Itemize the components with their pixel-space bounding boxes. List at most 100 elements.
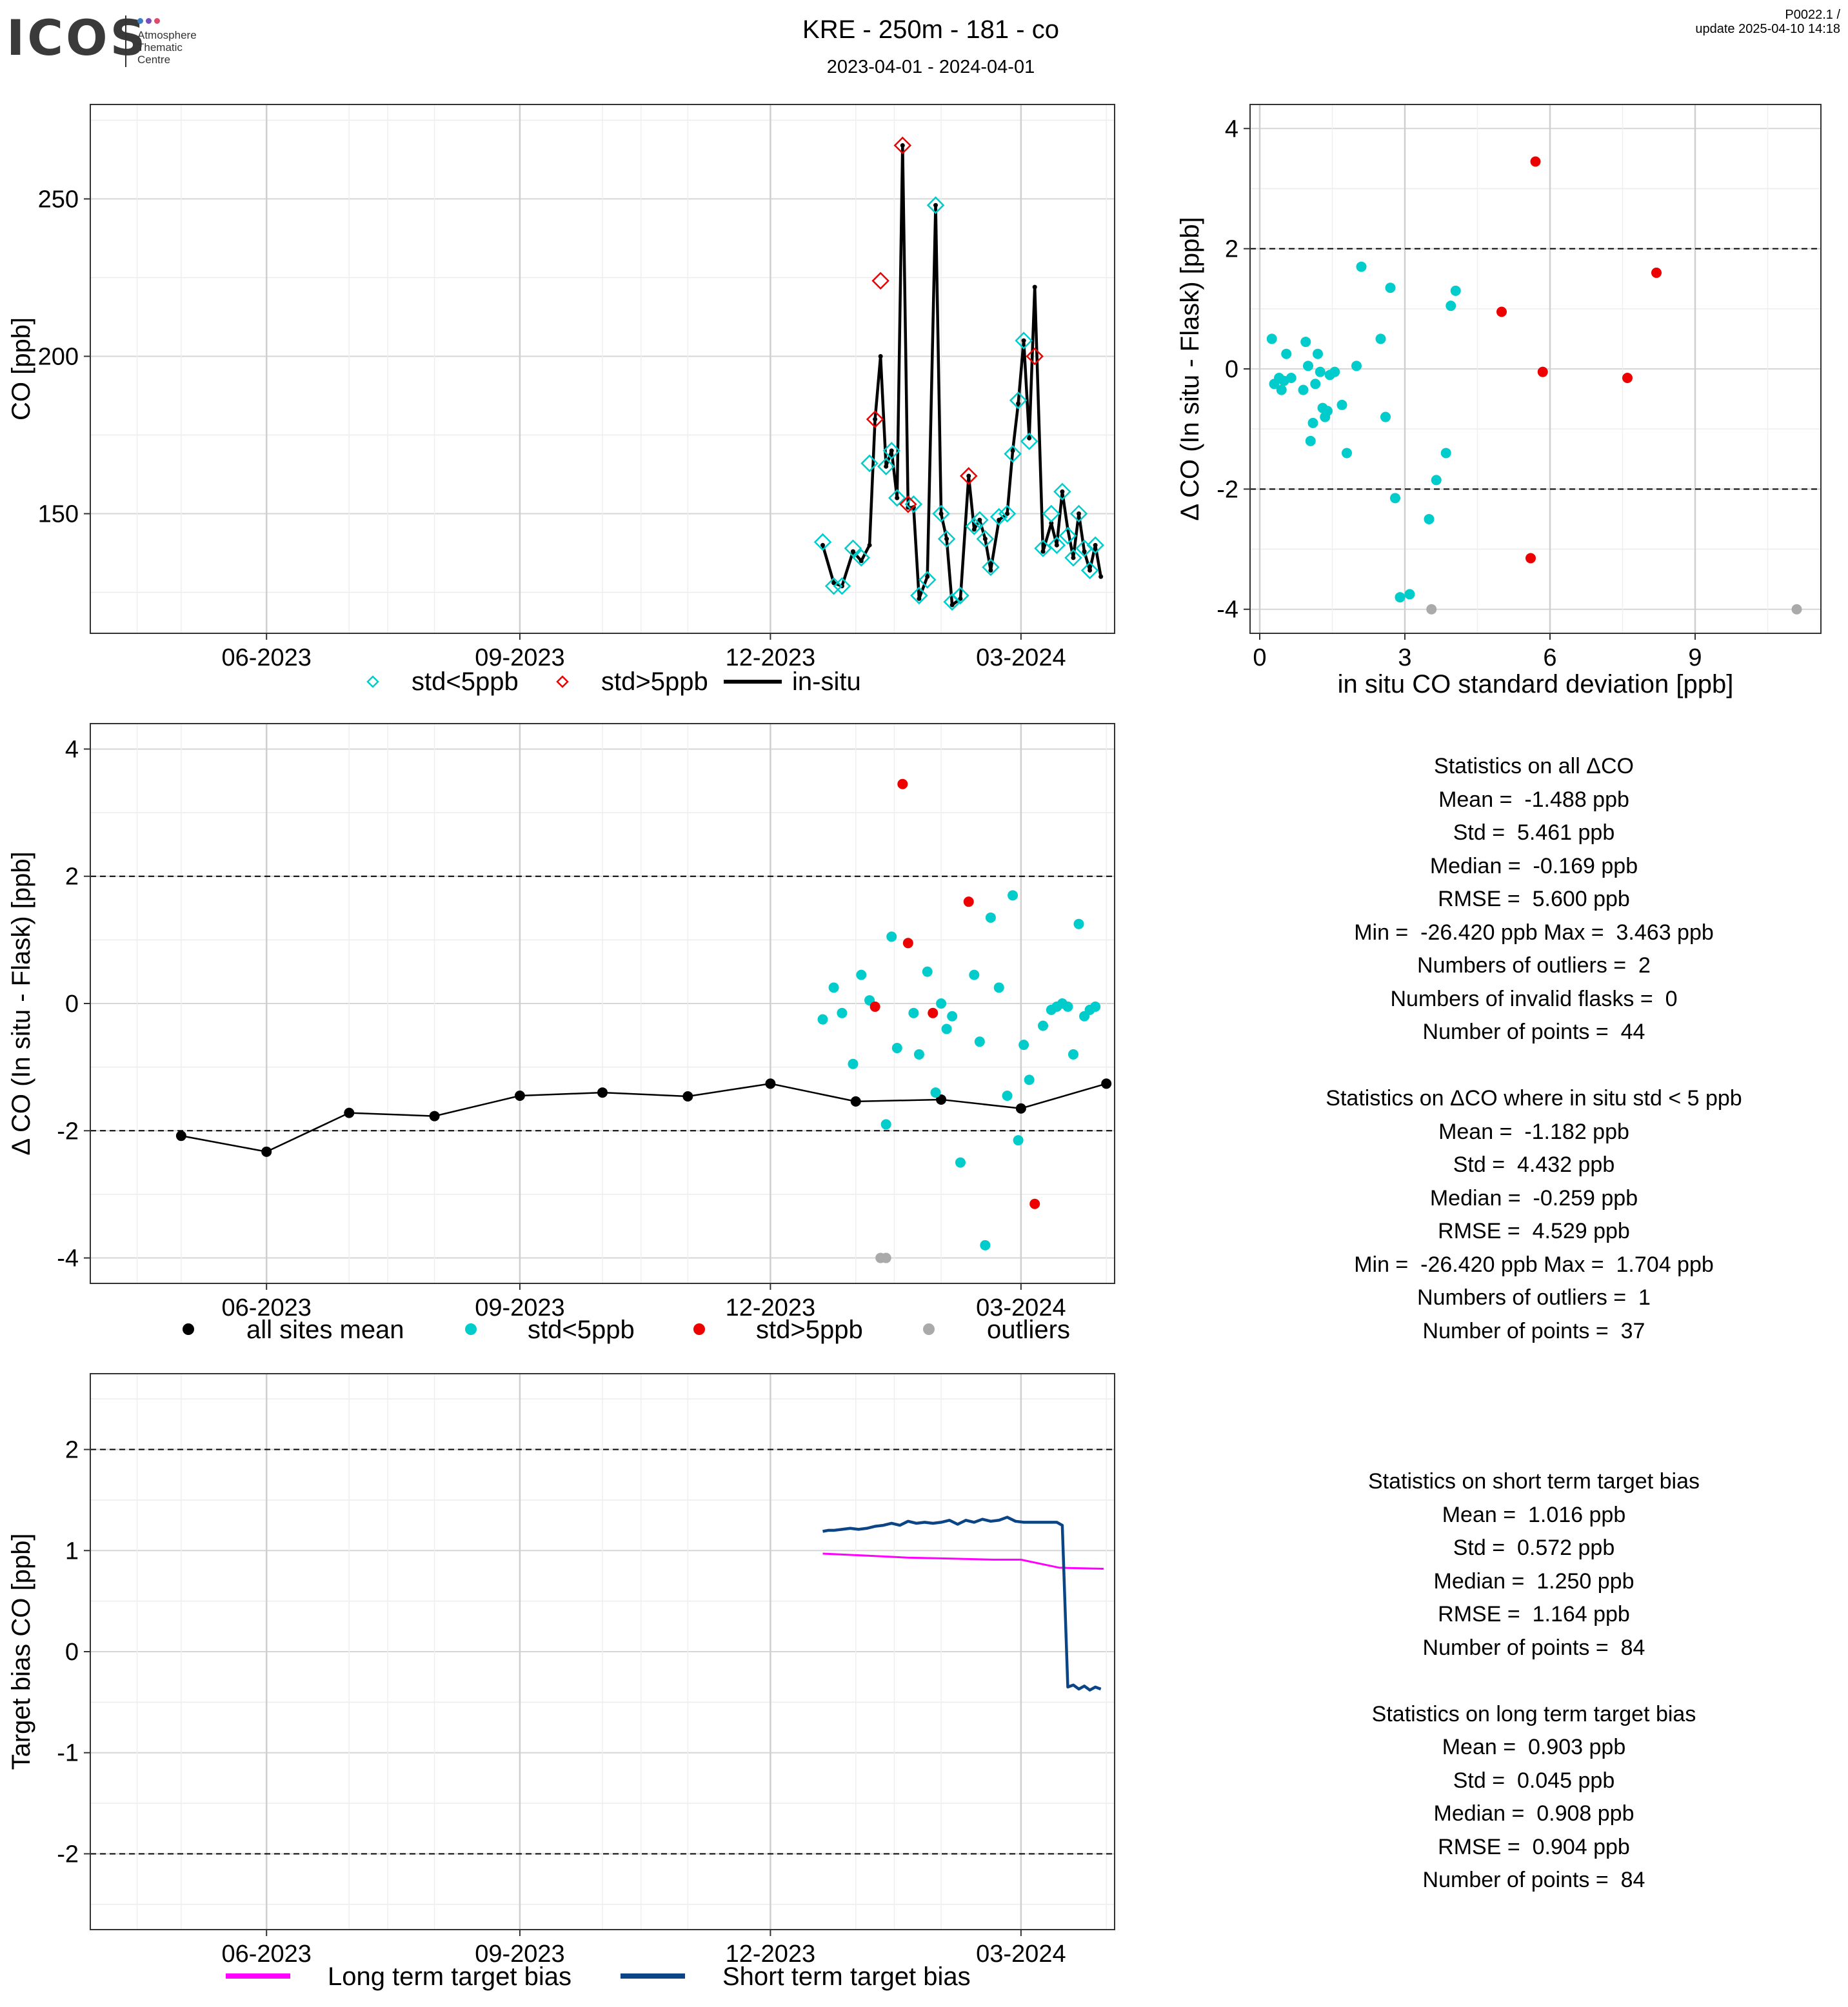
std-lt5-point (1281, 348, 1292, 359)
std-lt5-point (856, 969, 867, 980)
std-gt5-diamond (893, 136, 912, 155)
x-tick-label: 09-2023 (475, 1941, 564, 1968)
legend-label: Short term target bias (722, 1963, 971, 1991)
std-lt5-point (930, 1087, 941, 1098)
std-gt5-point (1622, 372, 1633, 383)
x-axis-label: in situ CO standard deviation [ppb] (1338, 670, 1734, 698)
std-gt5-point (928, 1007, 939, 1018)
all-sites-mean-point (175, 1131, 186, 1142)
page-subtitle: 2023-04-01 - 2024-04-01 (826, 57, 1035, 77)
std-lt5-diamond (1080, 561, 1099, 580)
all-sites-mean-line (181, 1083, 1107, 1153)
std-gt5-diamond (1026, 347, 1044, 366)
in-situ-point (820, 542, 826, 548)
all-sites-mean-point (765, 1078, 776, 1089)
in-situ-point (939, 511, 944, 517)
std-lt5-diamond (932, 504, 950, 523)
y-tick-label: 200 (38, 343, 79, 370)
legend-label: all sites mean (246, 1316, 404, 1344)
y-axis-label: Δ CO (In situ - Flask) [ppb] (7, 851, 35, 1155)
stats-line: RMSE = 5.600 ppb (1438, 887, 1630, 911)
x-tick-label: 6 (1543, 644, 1556, 671)
in-situ-point (1016, 401, 1021, 406)
std-lt5-diamond (888, 489, 906, 507)
std-lt5-point (1013, 1135, 1024, 1146)
std-lt5-point (828, 982, 839, 993)
std-gt5-point (1496, 306, 1507, 317)
std-lt5-point (1310, 379, 1321, 390)
page-title: KRE - 250m - 181 - co (802, 15, 1059, 44)
in-situ-point (873, 417, 878, 422)
y-tick-label: -4 (1217, 597, 1238, 624)
x-tick-label: 09-2023 (475, 1294, 564, 1321)
in-situ-point (997, 517, 1002, 522)
std-lt5-diamond (918, 571, 937, 589)
std-gt5-point (902, 938, 913, 949)
in-situ-point (831, 580, 837, 586)
in-situ-point (982, 537, 988, 542)
all-sites-mean-point (597, 1087, 608, 1098)
in-situ-point (917, 596, 922, 601)
std-gt5-point (869, 1001, 880, 1012)
std-gt5-point (1537, 366, 1548, 377)
std-lt5-point (1018, 1040, 1029, 1051)
y-tick-label: -2 (1217, 476, 1238, 503)
std-lt5-point (1305, 435, 1316, 446)
in-situ-point (1077, 511, 1082, 517)
std-lt5-diamond (1034, 539, 1052, 557)
std-lt5-point (980, 1240, 991, 1251)
std-lt5-point (1375, 333, 1386, 344)
stats-line: RMSE = 1.164 ppb (1438, 1602, 1630, 1626)
x-tick-label: 09-2023 (475, 644, 564, 671)
std-lt5-point (1385, 282, 1396, 293)
legend-key-std-gt5 (556, 675, 569, 688)
x-tick-label: 06-2023 (221, 644, 311, 671)
legend-label: outliers (987, 1316, 1070, 1344)
std-lt5-diamond (1053, 482, 1071, 501)
y-tick-label: 0 (65, 991, 79, 1018)
stats-line: Median = -0.169 ppb (1429, 853, 1638, 878)
std-lt5-point (1266, 333, 1277, 344)
legend-key-1 (465, 1323, 477, 1335)
std-lt5-diamond (1069, 504, 1088, 523)
in-situ-point (971, 527, 977, 532)
std-lt5-diamond (833, 577, 851, 595)
std-lt5-diamond (965, 517, 984, 535)
stats-line: Mean = 0.903 ppb (1442, 1735, 1626, 1759)
all-sites-mean-point (514, 1091, 525, 1102)
std-lt5-diamond (1048, 536, 1066, 555)
std-lt5-point (1062, 1001, 1073, 1012)
all-sites-mean-point (429, 1111, 440, 1122)
stats-line: Std = 0.572 ppb (1453, 1536, 1615, 1560)
std-lt5-point (1276, 384, 1287, 395)
in-situ-point (949, 602, 955, 608)
all-sites-mean-point (261, 1146, 272, 1157)
std-lt5-point (941, 1023, 952, 1034)
y-tick-label: -1 (57, 1740, 79, 1767)
stats-line: Number of points = 84 (1422, 1635, 1645, 1660)
x-tick-label: 12-2023 (726, 1941, 815, 1968)
all-sites-mean-point (1101, 1078, 1112, 1089)
all-sites-mean-point (850, 1096, 861, 1107)
std-lt5-diamond (926, 196, 945, 214)
std-lt5-point (1008, 890, 1018, 901)
stats-line: Statistics on short term target bias (1368, 1469, 1700, 1494)
std-lt5-point (993, 982, 1004, 993)
legend-key-0 (183, 1323, 194, 1335)
x-tick-label: 12-2023 (726, 644, 815, 671)
in-situ-point (1032, 284, 1037, 290)
std-lt5-diamond (813, 533, 832, 551)
std-lt5-point (1329, 366, 1340, 377)
std-lt5-diamond (1058, 526, 1077, 545)
all-sites-mean-point (1015, 1103, 1026, 1114)
x-tick-label: 06-2023 (221, 1941, 311, 1968)
legend: std<5ppb std>5ppb in-situ (366, 667, 861, 696)
std-lt5-point (1286, 372, 1297, 383)
std-lt5-point (1313, 348, 1323, 359)
stats-target-bias: Statistics on short term target bias Mean… (1244, 1465, 1824, 1897)
in-situ-point (895, 495, 900, 500)
std-lt5-diamond (882, 442, 900, 460)
logo-wordmark: ICOS (6, 9, 148, 66)
x-tick-label: 12-2023 (726, 1294, 815, 1321)
std-lt5-point (1298, 384, 1309, 395)
